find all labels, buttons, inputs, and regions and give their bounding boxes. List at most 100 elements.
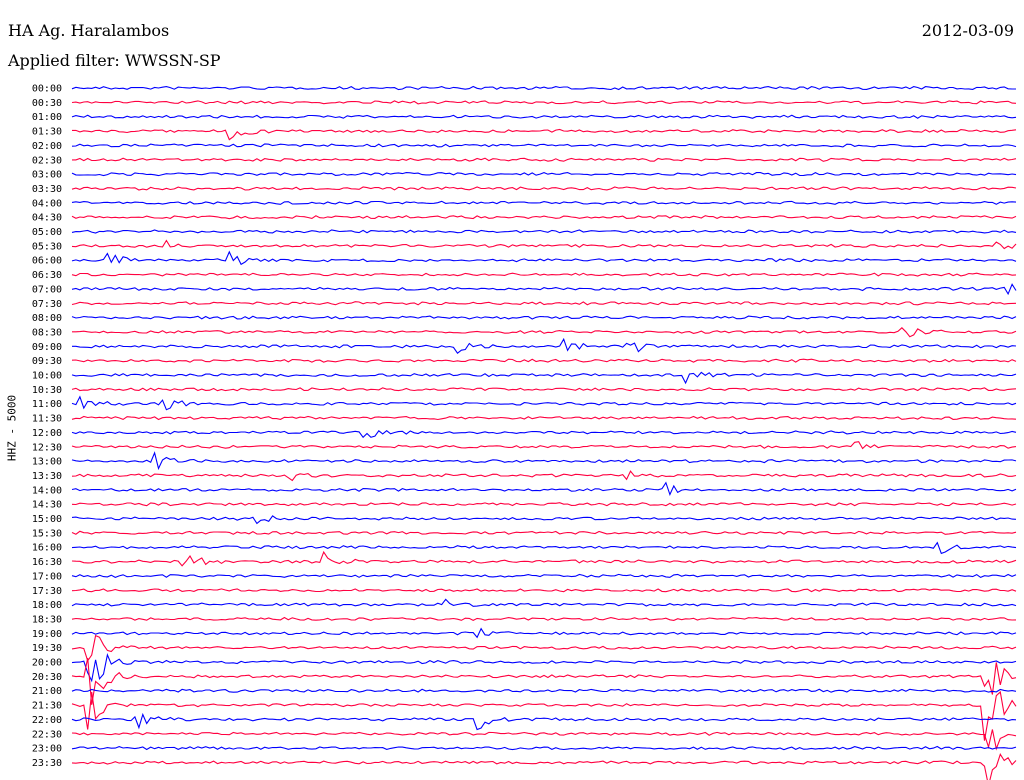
row-time-label: 17:00 xyxy=(32,571,62,582)
row-time-label: 17:30 xyxy=(32,586,62,597)
row-time-label: 21:00 xyxy=(32,686,62,697)
row-time-label: 19:00 xyxy=(32,629,62,640)
row-time-label: 12:00 xyxy=(32,428,62,439)
row-time-label: 14:30 xyxy=(32,500,62,511)
row-time-label: 03:30 xyxy=(32,184,62,195)
row-time-label: 20:00 xyxy=(32,658,62,669)
row-time-label: 20:30 xyxy=(32,672,62,683)
trace-line xyxy=(71,441,1017,450)
trace-line xyxy=(71,358,1017,363)
trace-line xyxy=(71,301,1017,306)
trace-line xyxy=(71,186,1017,191)
trace-line xyxy=(72,327,1017,338)
row-time-label: 16:00 xyxy=(32,543,62,554)
row-time-label: 10:30 xyxy=(32,385,62,396)
trace-line xyxy=(71,690,1017,741)
row-time-label: 07:30 xyxy=(32,299,62,310)
row-time-label: 19:30 xyxy=(32,643,62,654)
trace-line xyxy=(71,250,1017,266)
trace-line xyxy=(71,387,1017,392)
row-time-label: 04:00 xyxy=(32,198,62,209)
trace-line xyxy=(71,573,1017,579)
row-time-label: 06:30 xyxy=(32,270,62,281)
row-time-label: 15:30 xyxy=(32,528,62,539)
trace-line xyxy=(71,598,1017,607)
trace-line xyxy=(71,215,1017,220)
trace-line xyxy=(71,550,1017,567)
row-time-label: 23:00 xyxy=(32,744,62,755)
row-time-label: 08:30 xyxy=(32,327,62,338)
trace-line xyxy=(71,200,1017,205)
row-time-label: 04:30 xyxy=(32,213,62,224)
trace-line xyxy=(71,239,1017,250)
row-time-label: 08:00 xyxy=(32,313,62,324)
row-time-label: 07:00 xyxy=(32,284,62,295)
trace-line xyxy=(71,627,1017,639)
trace-line xyxy=(71,429,1017,439)
trace-line xyxy=(71,85,1016,91)
trace-line xyxy=(71,371,1017,385)
row-time-label: 13:00 xyxy=(32,457,62,468)
row-time-label: 05:00 xyxy=(32,227,62,238)
row-time-label: 22:00 xyxy=(32,715,62,726)
trace-line xyxy=(71,712,1017,731)
trace-line xyxy=(71,395,1017,411)
row-time-label: 15:00 xyxy=(32,514,62,525)
trace-line xyxy=(71,657,1017,705)
row-time-label: 18:30 xyxy=(32,614,62,625)
trace-line xyxy=(71,415,1017,421)
row-time-label: 09:00 xyxy=(32,342,62,353)
trace-line xyxy=(71,634,1017,663)
row-time-label: 13:30 xyxy=(32,471,62,482)
trace-line xyxy=(71,100,1017,105)
trace-line xyxy=(71,653,1017,683)
trace-line xyxy=(71,481,1017,496)
row-time-label: 01:30 xyxy=(32,127,62,138)
trace-line xyxy=(71,229,1017,234)
trace-line xyxy=(71,283,1017,296)
trace-line xyxy=(71,729,1017,751)
trace-line xyxy=(71,588,1017,593)
station-title: HA Ag. Haralambos xyxy=(8,21,170,40)
trace-line xyxy=(71,753,1017,780)
trace-line xyxy=(71,745,1017,751)
filter-label: Applied filter: WWSSN-SP xyxy=(8,51,221,70)
row-time-label: 00:30 xyxy=(32,98,62,109)
trace-line xyxy=(71,272,1017,277)
trace-line xyxy=(72,337,1017,354)
trace-line xyxy=(72,157,1017,162)
row-time-label: 06:00 xyxy=(32,256,62,267)
row-time-label: 16:30 xyxy=(32,557,62,568)
trace-line xyxy=(71,143,1017,148)
trace-line xyxy=(71,515,1017,525)
trace-line xyxy=(71,541,1017,555)
row-time-label: 11:00 xyxy=(32,399,62,410)
trace-line xyxy=(71,114,1017,119)
row-time-label: 11:30 xyxy=(32,414,62,425)
row-time-label: 10:00 xyxy=(32,371,62,382)
row-time-label: 00:00 xyxy=(32,84,62,95)
trace-line xyxy=(71,688,1017,693)
row-time-label: 03:00 xyxy=(32,170,62,181)
row-time-label: 01:00 xyxy=(32,112,62,123)
row-time-label: 12:30 xyxy=(32,442,62,453)
row-time-label: 21:30 xyxy=(32,701,62,712)
row-time-label: 22:30 xyxy=(32,729,62,740)
row-time-label: 05:30 xyxy=(32,241,62,252)
trace-line xyxy=(71,451,1017,471)
row-time-label: 23:30 xyxy=(32,758,62,769)
trace-line xyxy=(71,315,1017,320)
row-time-label: 09:30 xyxy=(32,356,62,367)
date-label: 2012-03-09 xyxy=(921,21,1014,40)
trace-line xyxy=(71,470,1017,482)
trace-line xyxy=(71,171,1017,177)
row-time-label: 14:00 xyxy=(32,485,62,496)
trace-line xyxy=(71,616,1017,622)
row-time-label: 18:00 xyxy=(32,600,62,611)
trace-line xyxy=(71,530,1017,535)
row-time-label: 02:30 xyxy=(32,155,62,166)
trace-line xyxy=(71,502,1017,507)
trace-line xyxy=(72,128,1017,141)
row-time-label: 02:00 xyxy=(32,141,62,152)
